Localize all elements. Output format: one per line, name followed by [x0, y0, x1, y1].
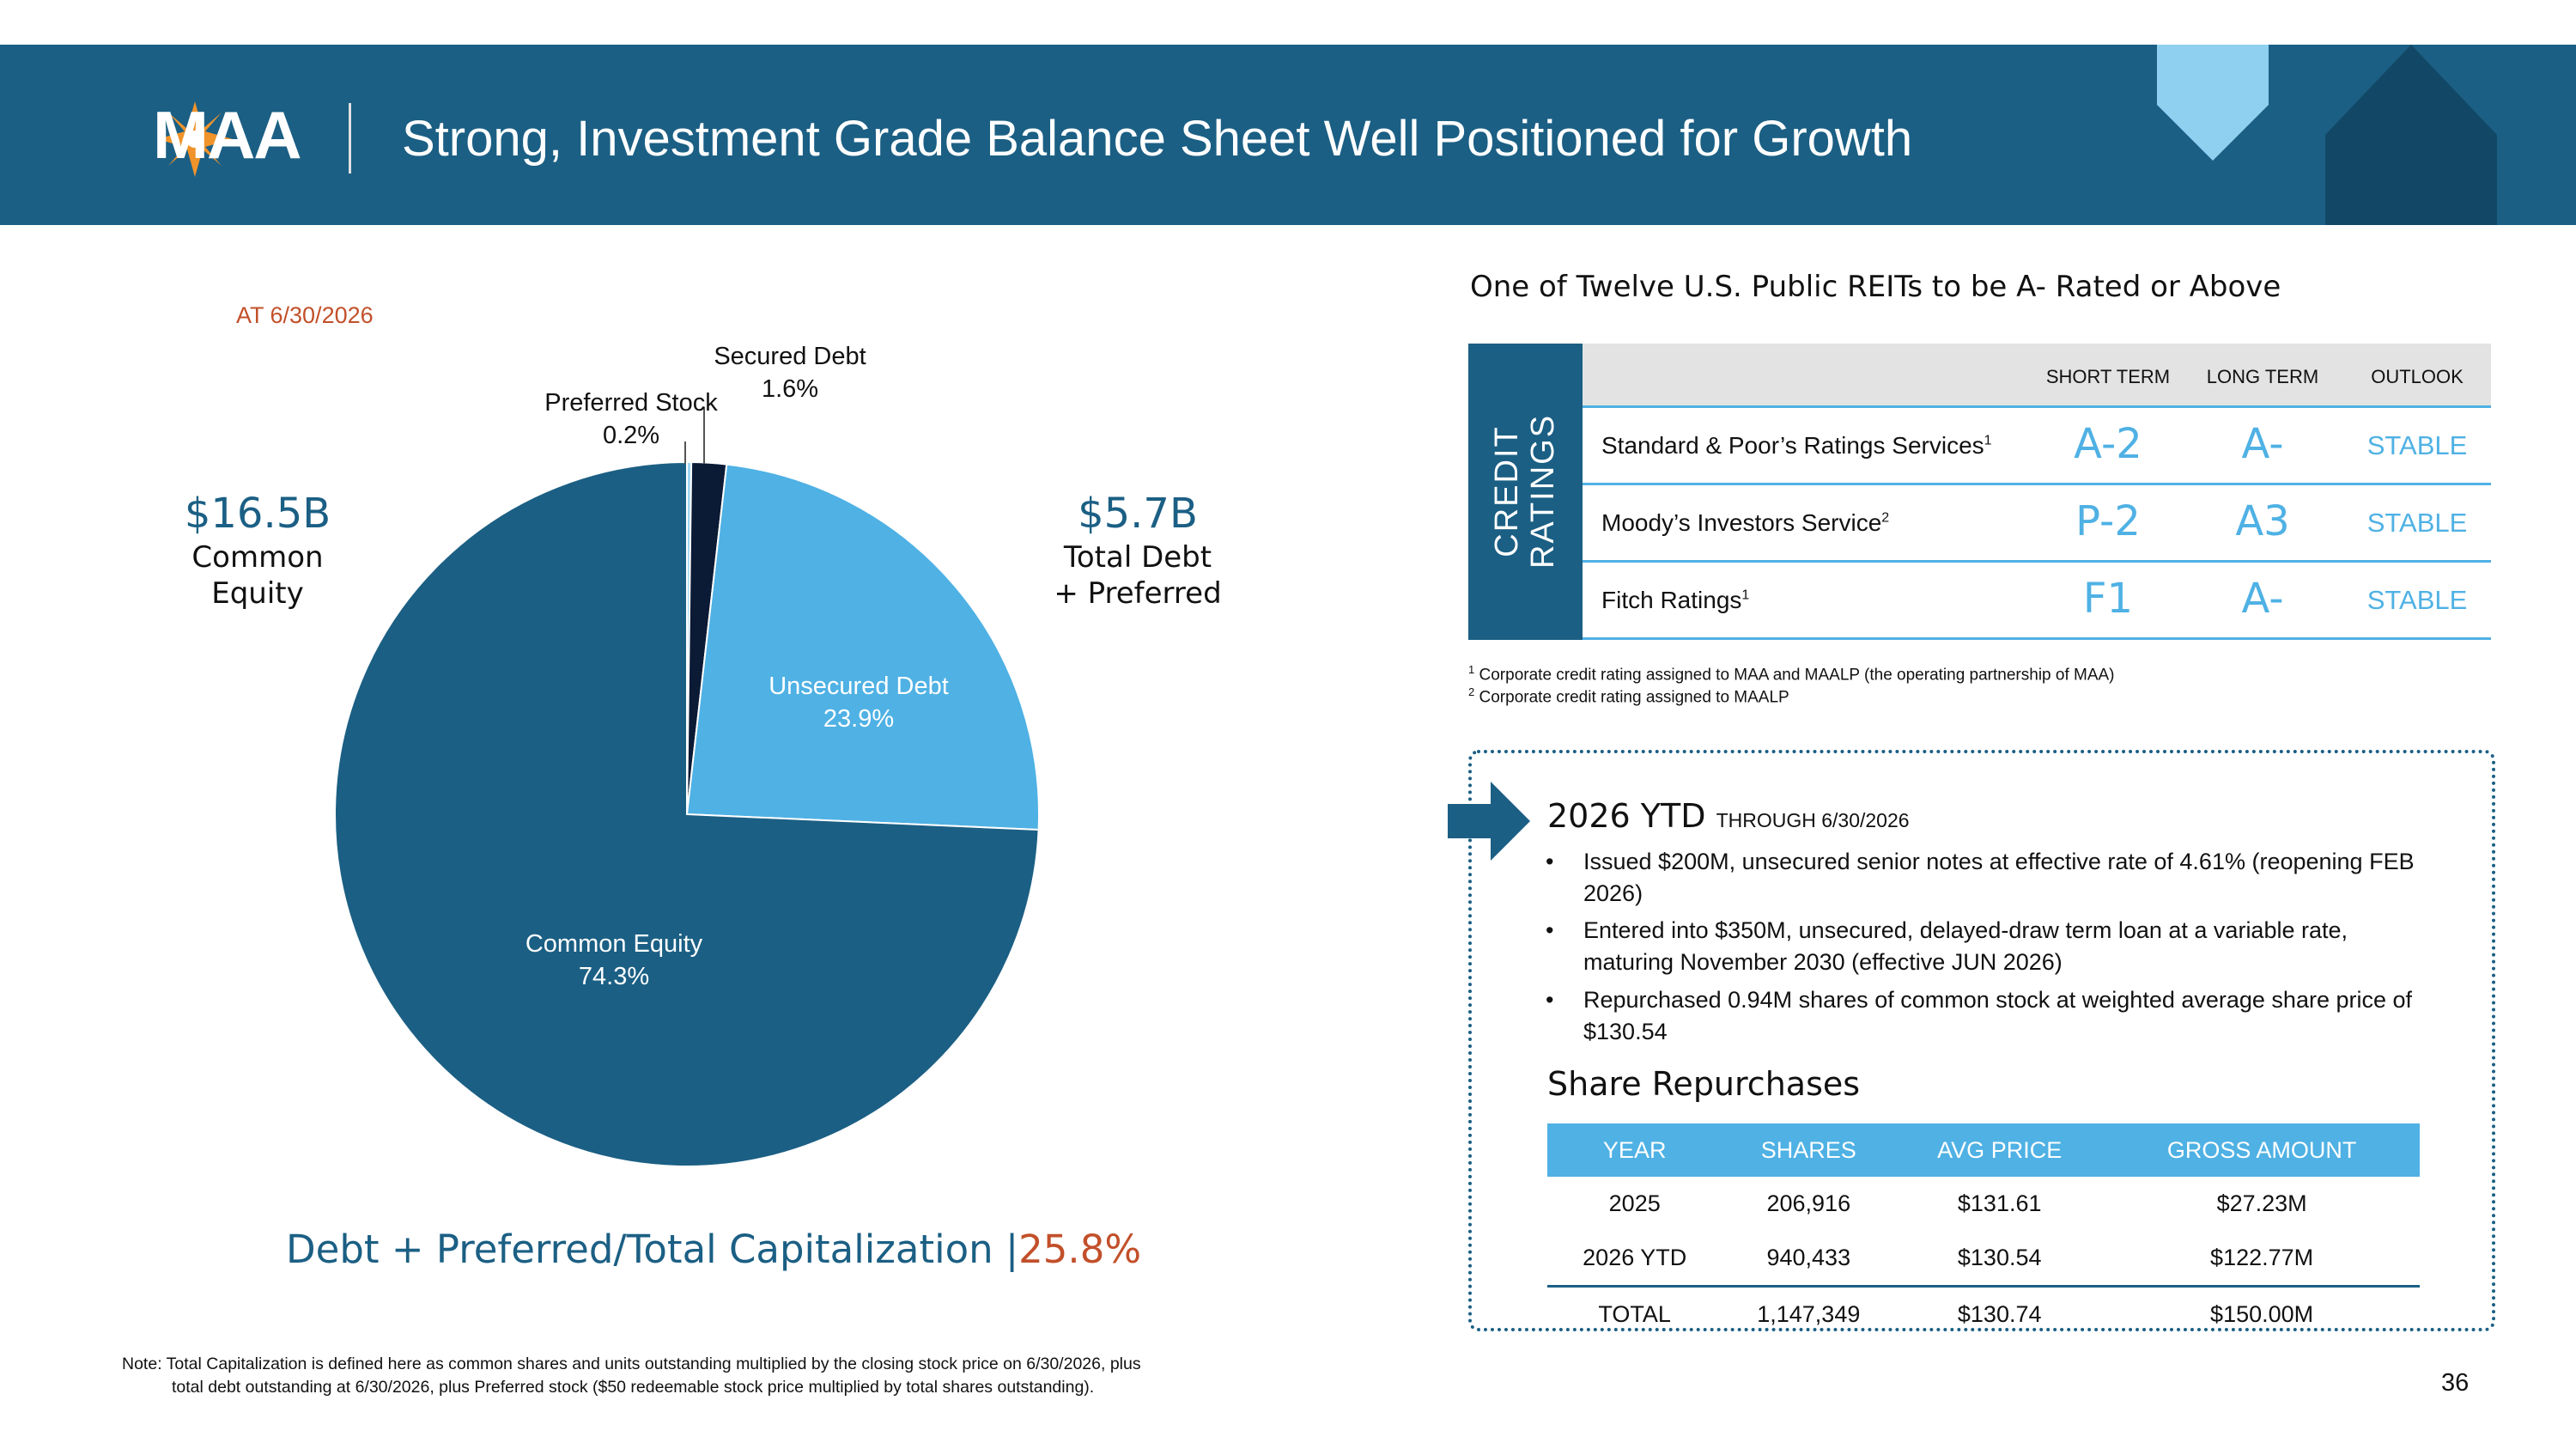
- rating-footnote-2: 2 Corporate credit rating assigned to MA…: [1468, 685, 1789, 707]
- debt-value: $5.7B: [1078, 490, 1198, 538]
- cell-gross-amount: $150.00M: [2104, 1285, 2420, 1342]
- long-term-rating: A-: [2241, 420, 2284, 468]
- long-term-rating: A3: [2235, 497, 2290, 545]
- ytd-bullet-1: • Issued $200M, unsecured senior notes at…: [1546, 849, 2415, 906]
- cell-shares: 206,916: [1766, 1190, 1851, 1216]
- rating-row-fitch: Fitch Ratings1 F1 A- STABLE: [1583, 560, 2491, 638]
- column-header: YEAR: [1547, 1123, 1722, 1177]
- credit-ratings-side-label: CREDIT RATINGS: [1468, 344, 1583, 640]
- equity-value: $16.5B: [184, 490, 331, 538]
- cell-shares: 940,433: [1766, 1245, 1851, 1270]
- outlook-rating: STABLE: [2366, 585, 2468, 615]
- ratio-label: Debt + Preferred/Total Capitalization |: [286, 1227, 1019, 1272]
- pie-label-preferred-stock: Preferred Stock 0.2%: [481, 387, 781, 452]
- capitalization-pie-chart: [334, 407, 1040, 1167]
- cell-shares: 1,147,349: [1722, 1285, 1896, 1342]
- table-row: 2025 206,916 $131.61 $27.23M: [1547, 1177, 2420, 1231]
- capitalization-ratio: Debt + Preferred/Total Capitalization |2…: [286, 1227, 1141, 1272]
- as-of-date: AT 6/30/2026: [236, 302, 374, 328]
- ytd-title: 2026 YTD THROUGH 6/30/2026: [1547, 797, 1910, 835]
- logo-text: MAA: [153, 97, 302, 173]
- column-header-outlook: OUTLOOK: [2371, 366, 2464, 387]
- column-header: GROSS AMOUNT: [2104, 1123, 2420, 1177]
- long-term-rating: A-: [2241, 575, 2284, 623]
- footnote-note: Note: Total Capitalization is defined he…: [122, 1353, 1281, 1399]
- ratings-bottom-rule: [1583, 637, 2491, 640]
- cell-avg-price: $131.61: [1957, 1190, 2042, 1216]
- slice-percent: 23.9%: [823, 705, 895, 733]
- debt-label-2: + Preferred: [1054, 576, 1222, 611]
- decorative-chevron-icon: [2157, 45, 2269, 161]
- outlook-rating: STABLE: [2366, 430, 2468, 460]
- slice-name: Unsecured Debt: [769, 673, 949, 700]
- pie-slice-unsecured-debt: [685, 463, 1040, 831]
- decorative-house-icon: [2325, 45, 2497, 225]
- slice-percent: 0.2%: [602, 422, 660, 449]
- rating-row-sp: Standard & Poor’s Ratings Services1 A-2 …: [1583, 405, 2491, 484]
- header-bar: [0, 45, 2576, 225]
- column-header: AVG PRICE: [1895, 1123, 2105, 1177]
- slice-name: Common Equity: [525, 930, 703, 958]
- page-title: Strong, Investment Grade Balance Sheet W…: [402, 111, 1913, 167]
- side-label-line-1: CREDIT: [1489, 425, 1525, 557]
- maa-star-logo-icon: [157, 101, 233, 177]
- short-term-rating: A-2: [2074, 420, 2142, 468]
- ytd-bullet-2: • Entered into $350M, unsecured, delayed-…: [1546, 917, 2348, 975]
- column-header: SHARES: [1722, 1123, 1896, 1177]
- rating-footnote-1: 1 Corporate credit rating assigned to MA…: [1468, 663, 2115, 685]
- agency-name: Moody’s Investors Service2: [1601, 509, 1890, 536]
- cell-gross-amount: $27.23M: [2216, 1190, 2307, 1216]
- pie-label-common-equity: Common Equity 74.3%: [485, 928, 743, 993]
- share-repurchases-table: YEAR SHARES AVG PRICE GROSS AMOUNT 2025 …: [1547, 1123, 2420, 1342]
- short-term-rating: P-2: [2075, 497, 2141, 545]
- note-line-1: Note: Total Capitalization is defined he…: [122, 1355, 1141, 1373]
- note-line-2: total debt outstanding at 6/30/2026, plu…: [172, 1378, 1095, 1397]
- cell-avg-price: $130.74: [1895, 1285, 2105, 1342]
- equity-callout: $16.5B Common Equity: [146, 488, 369, 612]
- header-divider: [349, 103, 351, 174]
- slice-percent: 74.3%: [578, 963, 650, 990]
- ratings-header-row: [1583, 344, 2491, 407]
- agency-name: Fitch Ratings1: [1601, 587, 1750, 613]
- column-header-long-term: LONG TERM: [2206, 366, 2319, 387]
- ratio-value: 25.8%: [1018, 1227, 1142, 1272]
- pie-label-secured-debt: Secured Debt 1.6%: [653, 340, 927, 405]
- short-term-rating: F1: [2082, 575, 2134, 623]
- slice-name: Preferred Stock: [544, 389, 718, 417]
- slice-name: Secured Debt: [714, 343, 866, 370]
- debt-label-1: Total Debt: [1063, 540, 1212, 575]
- page-number: 36: [2441, 1369, 2470, 1397]
- rating-row-moodys: Moody’s Investors Service2 P-2 A3 STABLE: [1583, 483, 2491, 561]
- slice-percent: 1.6%: [761, 375, 819, 403]
- debt-callout: $5.7B Total Debt + Preferred: [1030, 488, 1245, 612]
- ytd-bullet-3: • Repurchased 0.94M shares of common stoc…: [1546, 987, 2413, 1044]
- table-row: 2026 YTD 940,433 $130.54 $122.77M: [1547, 1231, 2420, 1287]
- pie-slice-common-equity: [334, 460, 1040, 1167]
- outlook-rating: STABLE: [2366, 508, 2468, 538]
- table-total-row: TOTAL 1,147,349 $130.74 $150.00M: [1547, 1285, 2420, 1342]
- cell-year: TOTAL: [1547, 1285, 1722, 1342]
- pie-label-unsecured-debt: Unsecured Debt 23.9%: [730, 670, 987, 735]
- table-header-row: YEAR SHARES AVG PRICE GROSS AMOUNT: [1547, 1123, 2420, 1177]
- cell-avg-price: $130.54: [1957, 1245, 2042, 1270]
- agency-name: Standard & Poor’s Ratings Services1: [1601, 432, 1992, 459]
- equity-label-2: Equity: [211, 576, 304, 611]
- ratings-heading: One of Twelve U.S. Public REITs to be A-…: [1470, 270, 2281, 304]
- share-repurchases-title: Share Repurchases: [1547, 1065, 1861, 1103]
- cell-year: 2026 YTD: [1583, 1245, 1687, 1270]
- cell-year: 2025: [1608, 1190, 1661, 1216]
- equity-label-1: Common: [191, 540, 324, 575]
- cell-gross-amount: $122.77M: [2210, 1245, 2314, 1270]
- side-label-line-2: RATINGS: [1525, 413, 1561, 569]
- right-arrow-icon: [1448, 782, 1530, 861]
- column-header-short-term: SHORT TERM: [2045, 366, 2171, 387]
